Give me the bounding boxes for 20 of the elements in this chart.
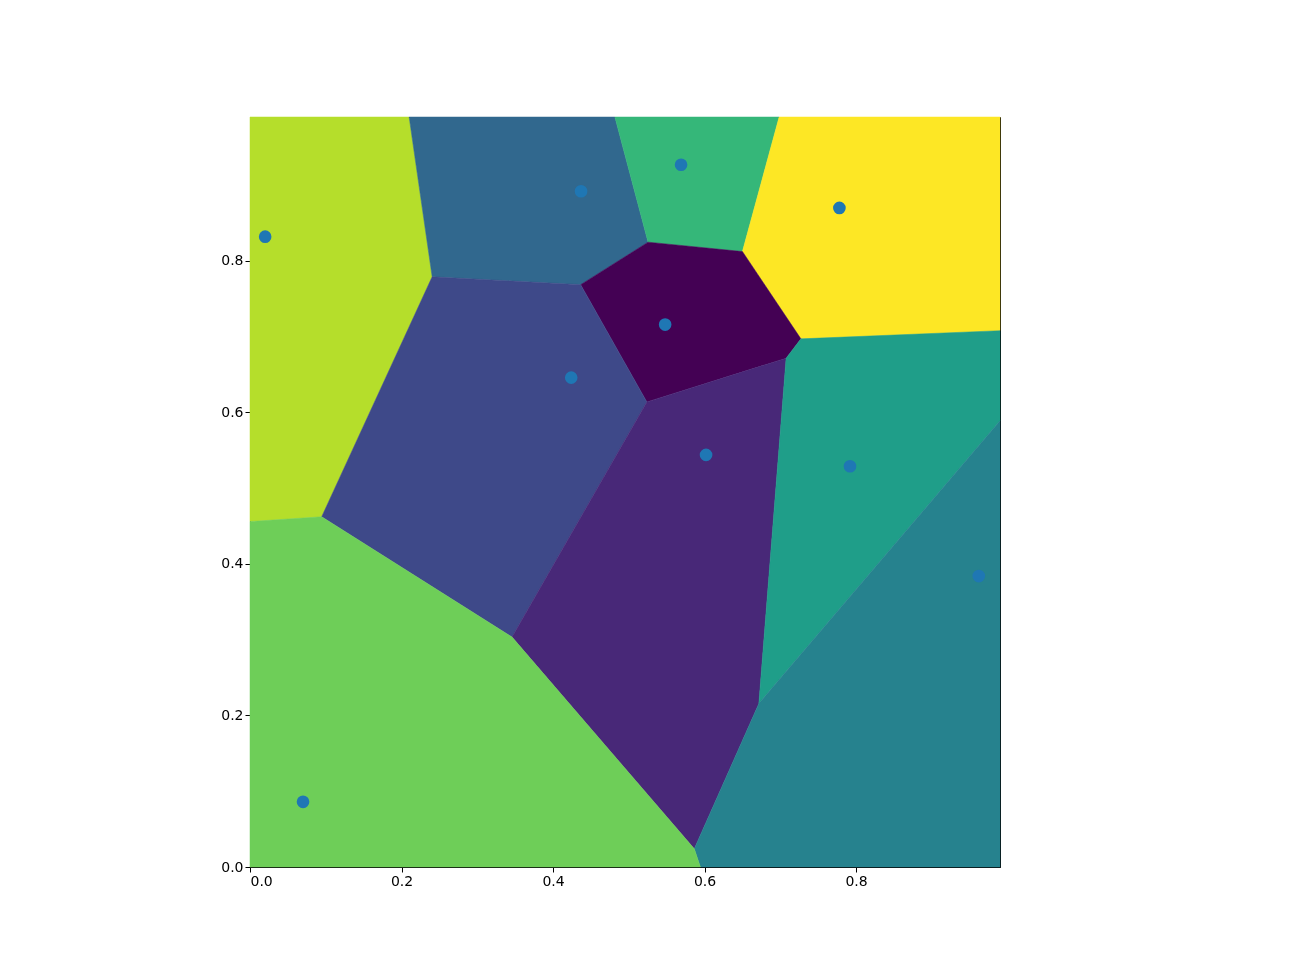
point [843, 459, 857, 473]
y-tick-label: 0.0 [221, 858, 244, 875]
point [833, 201, 846, 215]
y-tick-label: 0.6 [221, 403, 244, 420]
point [258, 230, 272, 244]
y-tick-label: 0.4 [221, 555, 244, 572]
point [574, 184, 588, 198]
point [699, 448, 713, 462]
y-tick-label: 0.2 [221, 706, 244, 723]
point [972, 569, 986, 583]
x-tick-label: 0.0 [250, 872, 273, 889]
x-tick-label: 0.4 [542, 872, 565, 889]
point [296, 795, 310, 809]
y-tick-label: 0.8 [221, 252, 244, 269]
point [658, 318, 672, 331]
x-tick-label: 0.8 [845, 872, 868, 889]
x-tick-label: 0.6 [693, 872, 717, 889]
point [674, 158, 688, 172]
point [564, 371, 578, 384]
x-tick-label: 0.2 [390, 872, 414, 889]
